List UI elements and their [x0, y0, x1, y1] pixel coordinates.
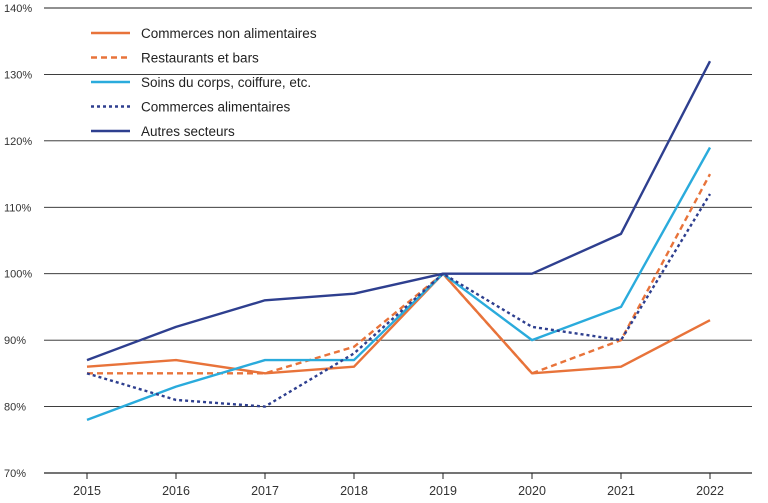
y-tick-label: 110% — [4, 202, 32, 214]
y-tick-label: 130% — [4, 69, 32, 81]
legend: Commerces non alimentaires Restaurants et… — [91, 26, 317, 139]
series-line-2 — [86, 146, 712, 421]
series-line-4 — [86, 60, 712, 362]
legend-label: Commerces alimentaires — [141, 100, 291, 115]
x-tick-label: 2016 — [162, 484, 190, 498]
x-tick-label: 2020 — [518, 484, 546, 498]
y-tick-label: 120% — [4, 136, 32, 148]
legend-label: Soins du corps, coiffure, etc. — [141, 75, 311, 90]
legend-label: Restaurants et bars — [141, 51, 259, 66]
y-tick-label: 140% — [4, 3, 32, 15]
y-tick-label: 70% — [4, 468, 26, 480]
series-lines — [86, 60, 712, 421]
y-tick-label: 80% — [4, 402, 26, 414]
x-tick-label: 2019 — [429, 484, 457, 498]
axes — [44, 472, 752, 479]
x-tick-labels: 2015 2016 2017 2018 2019 2020 2021 2022 — [73, 484, 724, 498]
x-tick-label: 2018 — [340, 484, 368, 498]
x-tick-label: 2022 — [696, 484, 724, 498]
y-tick-label: 100% — [4, 269, 32, 281]
series-line-0 — [86, 272, 711, 375]
y-tick-labels: 70% 80% 90% 100% 110% 120% 130% 140% — [4, 3, 32, 480]
legend-label: Commerces non alimentaires — [141, 26, 317, 41]
series-line-3 — [86, 193, 712, 408]
x-tick-label: 2021 — [607, 484, 635, 498]
series-line-1 — [87, 173, 712, 375]
x-tick-label: 2015 — [73, 484, 101, 498]
legend-label: Autres secteurs — [141, 124, 235, 139]
x-tick-label: 2017 — [251, 484, 279, 498]
y-tick-label: 90% — [4, 335, 26, 347]
grid-lines — [44, 7, 752, 408]
